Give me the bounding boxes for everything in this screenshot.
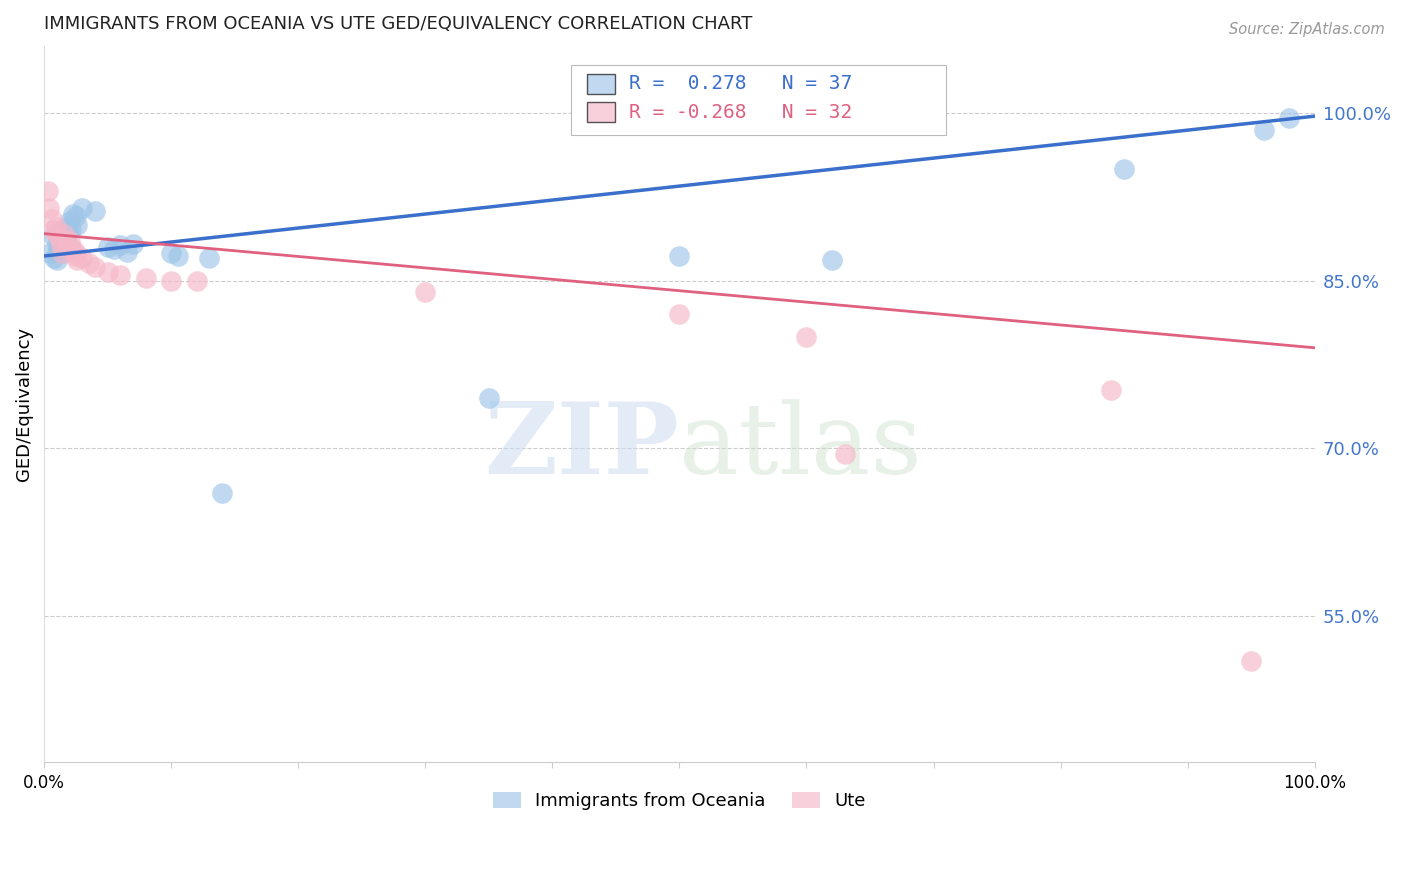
Point <box>166 249 188 263</box>
Point <box>97 240 120 254</box>
Point <box>413 285 436 299</box>
Legend: Immigrants from Oceania, Ute: Immigrants from Oceania, Ute <box>486 784 873 817</box>
Point <box>58 235 80 249</box>
Point <box>41 212 63 227</box>
Point <box>55 235 77 249</box>
Text: Source: ZipAtlas.com: Source: ZipAtlas.com <box>1229 22 1385 37</box>
Point <box>1253 122 1275 136</box>
Point <box>62 242 84 256</box>
Point <box>37 184 59 198</box>
Point <box>38 201 60 215</box>
Point <box>186 274 208 288</box>
Point <box>198 252 221 266</box>
Text: atlas: atlas <box>679 399 922 494</box>
Point <box>66 218 89 232</box>
Point <box>668 307 690 321</box>
Point <box>115 244 138 259</box>
Point <box>62 206 84 220</box>
Point <box>160 245 183 260</box>
Point <box>65 209 87 223</box>
Point <box>834 447 856 461</box>
Text: ZIP: ZIP <box>485 398 679 495</box>
Point <box>42 228 65 243</box>
Point <box>45 236 67 251</box>
Point <box>39 245 62 260</box>
Point <box>70 252 93 266</box>
Point <box>52 223 75 237</box>
Point <box>45 244 67 259</box>
Point <box>65 245 87 260</box>
Point <box>1112 161 1135 176</box>
Point <box>135 271 157 285</box>
Text: IMMIGRANTS FROM OCEANIA VS UTE GED/EQUIVALENCY CORRELATION CHART: IMMIGRANTS FROM OCEANIA VS UTE GED/EQUIV… <box>44 15 752 33</box>
Point <box>53 240 76 254</box>
Point <box>478 391 501 405</box>
Point <box>56 241 79 255</box>
Point <box>77 256 100 270</box>
Point <box>211 486 233 500</box>
Point <box>53 227 76 241</box>
Point <box>45 219 67 234</box>
Point <box>821 253 844 268</box>
Point <box>42 223 65 237</box>
Point <box>58 226 80 240</box>
Point <box>668 249 690 263</box>
FancyBboxPatch shape <box>586 103 614 122</box>
Point <box>51 245 73 260</box>
Point <box>1278 112 1301 126</box>
Bar <box>571 65 946 136</box>
Y-axis label: GED/Equivalency: GED/Equivalency <box>15 326 32 481</box>
Point <box>97 265 120 279</box>
Point <box>45 227 67 241</box>
Text: R =  0.278   N = 37: R = 0.278 N = 37 <box>628 74 852 93</box>
Point <box>1099 384 1122 398</box>
Point <box>48 231 70 245</box>
Point <box>44 252 66 266</box>
Point <box>66 253 89 268</box>
Point <box>84 260 107 275</box>
Point <box>160 274 183 288</box>
Point <box>796 329 818 343</box>
Point <box>59 222 82 236</box>
Point <box>49 239 72 253</box>
Point <box>103 242 125 256</box>
Point <box>49 237 72 252</box>
Point <box>56 219 79 234</box>
Point <box>63 249 86 263</box>
Point <box>70 201 93 215</box>
Point <box>1240 654 1263 668</box>
Point <box>51 245 73 260</box>
Point <box>58 214 80 228</box>
Point <box>84 204 107 219</box>
Point <box>110 237 132 252</box>
Point <box>48 231 70 245</box>
Point <box>45 253 67 268</box>
Point <box>53 232 76 246</box>
Point <box>110 268 132 282</box>
Point <box>59 242 82 256</box>
Point <box>45 227 67 241</box>
Text: R = -0.268   N = 32: R = -0.268 N = 32 <box>628 103 852 122</box>
FancyBboxPatch shape <box>586 74 614 94</box>
Point <box>122 236 145 251</box>
